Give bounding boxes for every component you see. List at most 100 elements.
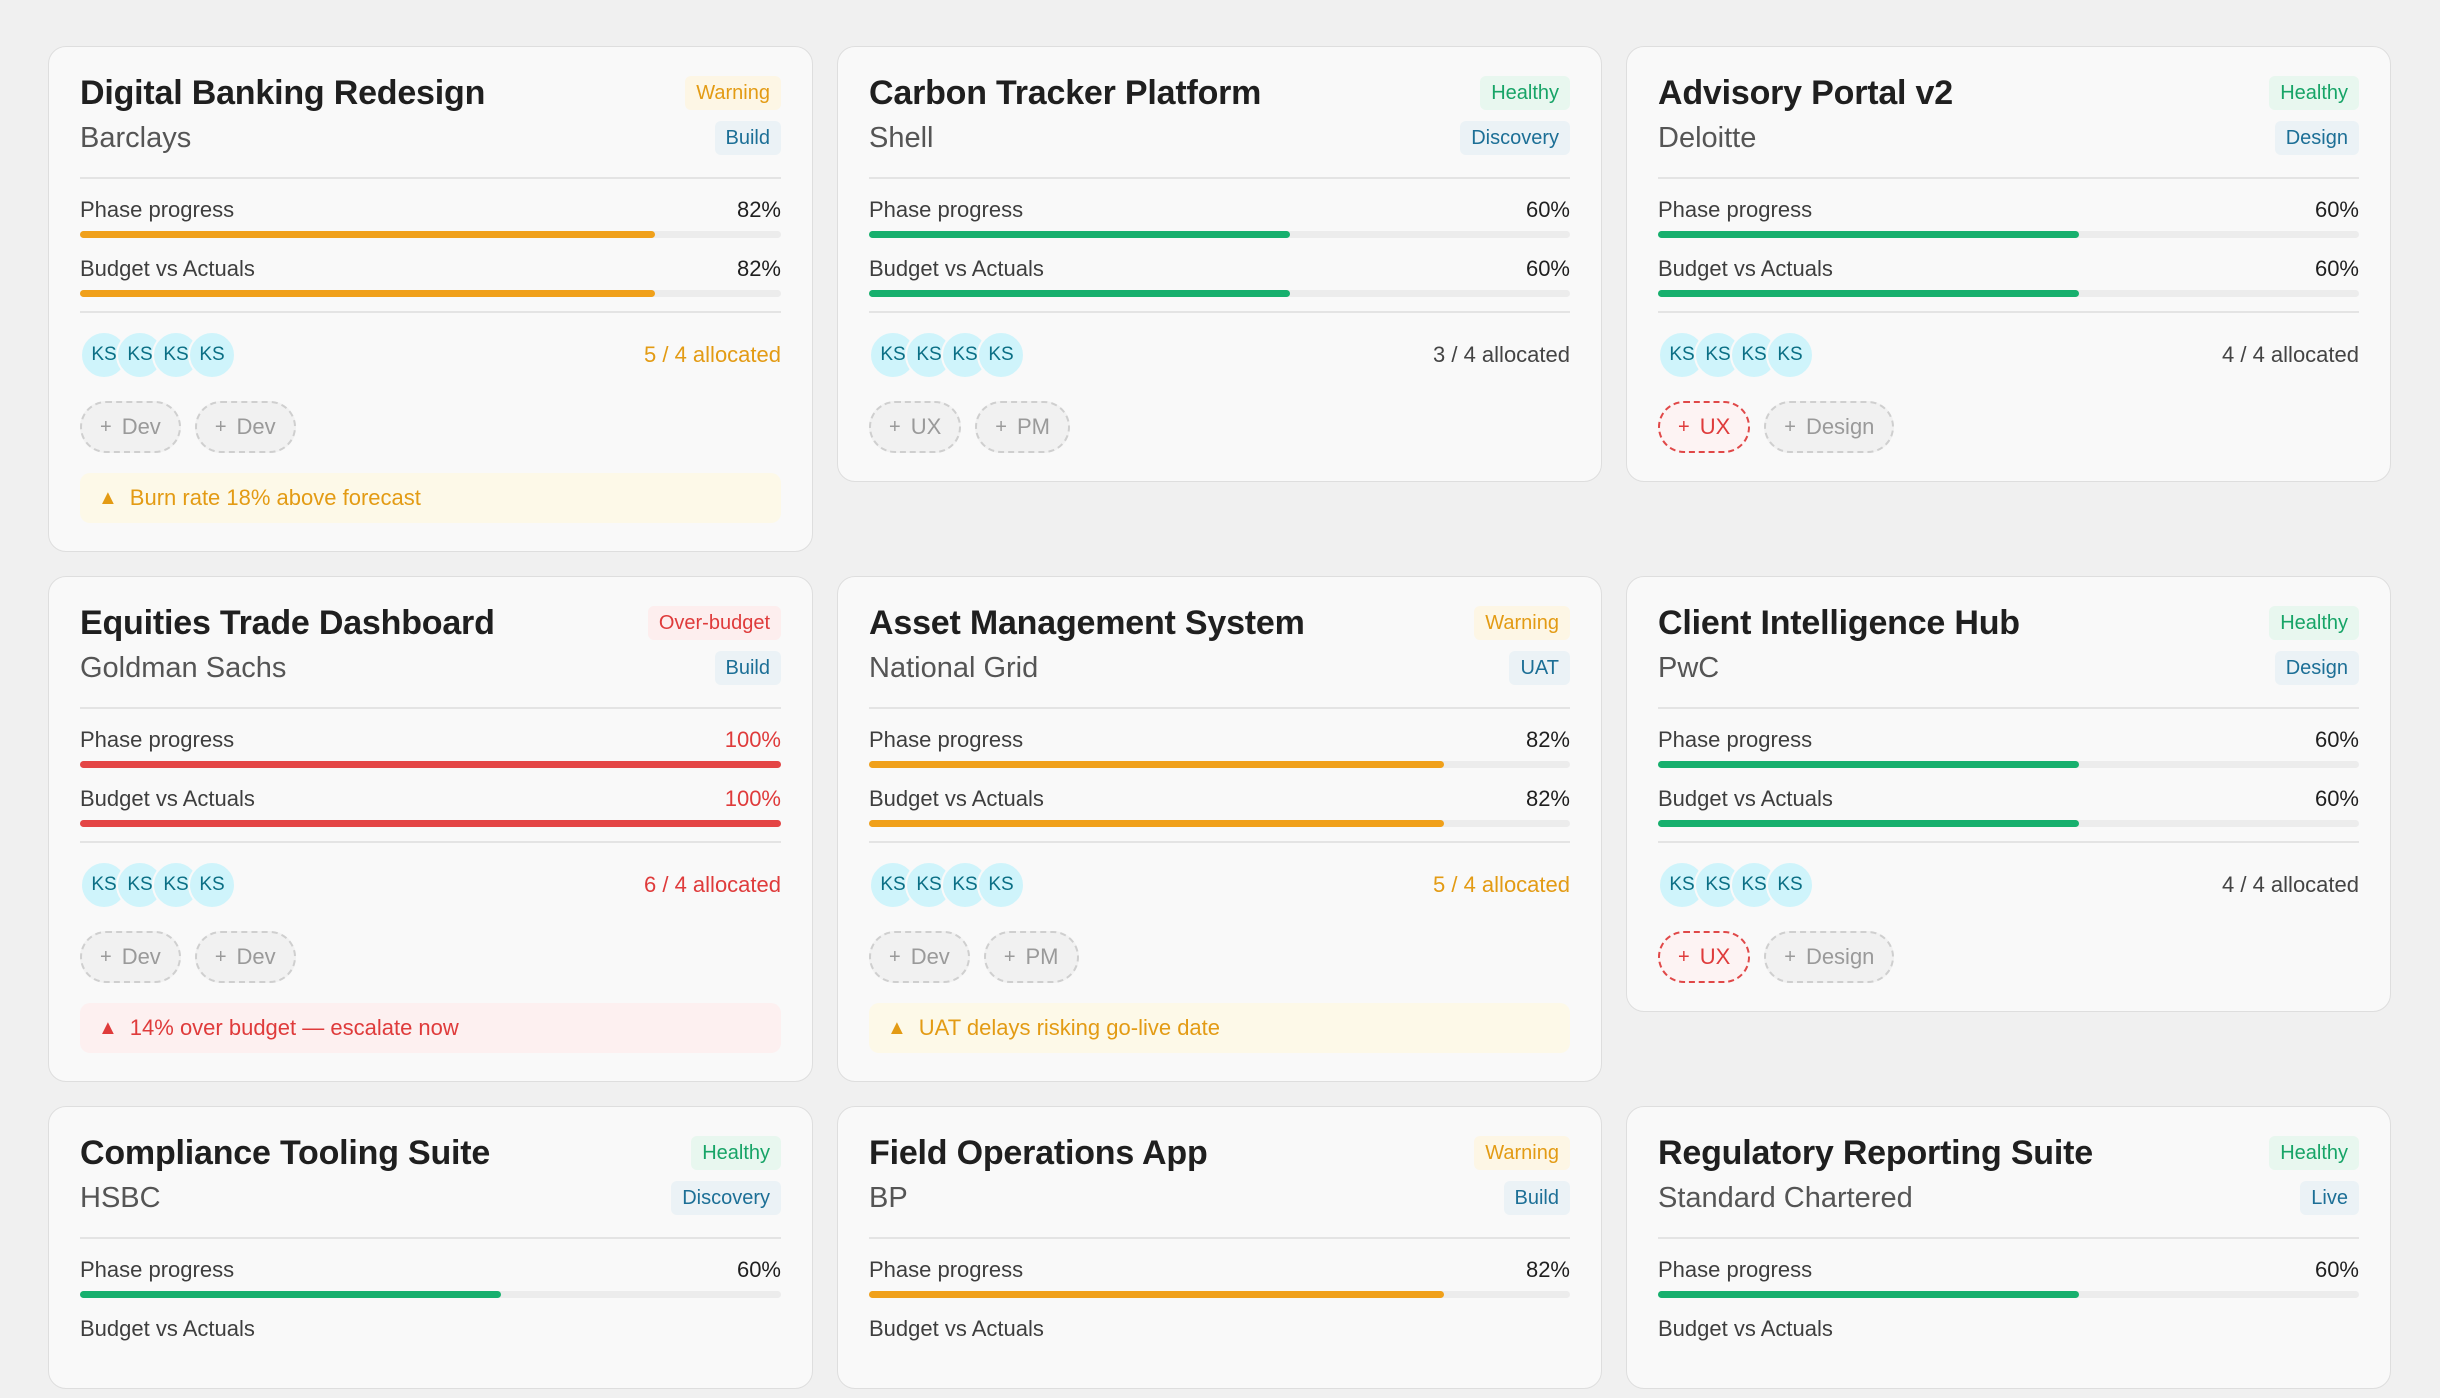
phase-progress-metric: Phase progress 60% bbox=[80, 1253, 781, 1298]
add-role-button[interactable]: + Dev bbox=[869, 931, 970, 983]
add-role-button[interactable]: + PM bbox=[975, 401, 1070, 453]
budget-value: 82% bbox=[736, 256, 781, 281]
open-roles: + UX + Design bbox=[1658, 931, 2359, 983]
plus-icon: + bbox=[1678, 415, 1690, 438]
budget-fill bbox=[869, 820, 1444, 827]
phase-badge: Design bbox=[2274, 121, 2359, 155]
avatar[interactable]: KS bbox=[116, 861, 164, 909]
avatar[interactable]: KS bbox=[1766, 331, 1814, 379]
budget-bar bbox=[1658, 820, 2359, 827]
add-role-button[interactable]: + Dev bbox=[194, 401, 296, 453]
project-title[interactable]: Client Intelligence Hub bbox=[1658, 604, 2020, 642]
budget-value: 60% bbox=[1525, 256, 1570, 281]
metric-label: Phase progress bbox=[1658, 197, 1813, 222]
project-card[interactable]: Asset Management System Warning National G… bbox=[837, 576, 1602, 1082]
open-roles: + UX + Design bbox=[1658, 401, 2359, 453]
project-card[interactable]: Digital Banking Redesign Warning Barclays B… bbox=[48, 46, 813, 552]
phase-badge: Discovery bbox=[671, 1181, 781, 1215]
budget-value: 60% bbox=[2314, 786, 2359, 811]
divider bbox=[80, 177, 781, 179]
metric-label: Budget vs Actuals bbox=[80, 1316, 255, 1341]
client-name: National Grid bbox=[869, 652, 1039, 684]
project-card[interactable]: Carbon Tracker Platform Healthy Shell Disco… bbox=[837, 46, 1602, 482]
role-label: Dev bbox=[121, 944, 161, 969]
plus-icon: + bbox=[889, 945, 901, 968]
avatar[interactable]: KS bbox=[188, 331, 236, 379]
metric-label: Budget vs Actuals bbox=[80, 256, 255, 281]
avatar[interactable]: KS bbox=[1766, 861, 1814, 909]
role-label: Dev bbox=[236, 944, 276, 969]
project-card[interactable]: Client Intelligence Hub Healthy PwC Design P… bbox=[1626, 576, 2391, 1012]
add-role-button[interactable]: + Dev bbox=[194, 931, 296, 983]
avatar[interactable]: KS bbox=[1658, 331, 1706, 379]
avatar[interactable]: KS bbox=[152, 331, 200, 379]
project-title[interactable]: Regulatory Reporting Suite bbox=[1658, 1134, 2093, 1172]
alert-text: UAT delays risking go-live date bbox=[918, 1015, 1221, 1040]
add-role-button[interactable]: + Dev bbox=[80, 931, 181, 983]
plus-icon: + bbox=[889, 415, 901, 438]
add-role-button[interactable]: + PM bbox=[983, 931, 1079, 983]
project-card[interactable]: Regulatory Reporting Suite Healthy Standar… bbox=[1626, 1106, 2391, 1389]
divider bbox=[1658, 841, 2359, 843]
role-label: UX bbox=[1699, 944, 1731, 969]
allocation-count: 5 / 4 allocated bbox=[644, 342, 781, 367]
divider bbox=[1658, 177, 2359, 179]
role-label: Design bbox=[1805, 414, 1875, 439]
plus-icon: + bbox=[214, 945, 227, 968]
phase-progress-fill bbox=[80, 1291, 501, 1298]
budget-fill bbox=[869, 290, 1290, 297]
alert-banner: ▲ UAT delays risking go-live date bbox=[869, 1003, 1570, 1053]
budget-value: 100% bbox=[724, 786, 781, 811]
plus-icon: + bbox=[1784, 415, 1796, 438]
phase-progress-metric: Phase progress 82% bbox=[869, 723, 1570, 768]
project-title[interactable]: Equities Trade Dashboard bbox=[80, 604, 495, 642]
divider bbox=[80, 841, 781, 843]
phase-badge: Build bbox=[714, 121, 781, 155]
project-card[interactable]: Field Operations App Warning BP Build Phase … bbox=[837, 1106, 1602, 1389]
team-avatars: KS KS KS KS bbox=[869, 331, 1025, 379]
divider bbox=[1658, 311, 2359, 313]
divider bbox=[869, 707, 1570, 709]
avatar[interactable]: KS bbox=[977, 861, 1025, 909]
add-role-button[interactable]: + Dev bbox=[80, 401, 181, 453]
add-role-button[interactable]: + UX bbox=[1658, 401, 1751, 453]
budget-fill bbox=[1658, 820, 2079, 827]
phase-badge: Build bbox=[1503, 1181, 1570, 1215]
phase-progress-metric: Phase progress 100% bbox=[80, 723, 781, 768]
metric-label: Budget vs Actuals bbox=[1658, 1316, 1833, 1341]
project-title[interactable]: Field Operations App bbox=[869, 1134, 1208, 1172]
status-badge: Healthy bbox=[2269, 1136, 2359, 1170]
add-role-button[interactable]: + Design bbox=[1764, 931, 1895, 983]
divider bbox=[1658, 707, 2359, 709]
phase-progress-bar bbox=[1658, 1291, 2359, 1298]
warning-triangle-icon: ▲ bbox=[98, 1016, 118, 1039]
phase-progress-bar bbox=[869, 231, 1570, 238]
metric-label: Budget vs Actuals bbox=[1658, 786, 1833, 811]
client-name: Goldman Sachs bbox=[80, 652, 287, 684]
role-label: PM bbox=[1016, 414, 1050, 439]
metric-label: Budget vs Actuals bbox=[869, 1316, 1044, 1341]
divider bbox=[869, 311, 1570, 313]
avatar[interactable]: KS bbox=[977, 331, 1025, 379]
budget-metric: Budget vs Actuals bbox=[80, 1312, 781, 1346]
project-card[interactable]: Compliance Tooling Suite Healthy HSBC Disco… bbox=[48, 1106, 813, 1389]
project-title[interactable]: Carbon Tracker Platform bbox=[869, 74, 1262, 112]
metric-label: Phase progress bbox=[869, 727, 1024, 752]
add-role-button[interactable]: + UX bbox=[869, 401, 962, 453]
project-title[interactable]: Compliance Tooling Suite bbox=[80, 1134, 491, 1172]
project-title[interactable]: Advisory Portal v2 bbox=[1658, 74, 1953, 112]
avatar[interactable]: KS bbox=[905, 861, 953, 909]
add-role-button[interactable]: + UX bbox=[1658, 931, 1751, 983]
allocation-count: 3 / 4 allocated bbox=[1433, 342, 1570, 367]
status-badge: Healthy bbox=[2269, 606, 2359, 640]
project-title[interactable]: Digital Banking Redesign bbox=[80, 74, 486, 112]
project-card[interactable]: Equities Trade Dashboard Over-budget Goldm… bbox=[48, 576, 813, 1082]
team-avatars: KS KS KS KS bbox=[1658, 861, 1814, 909]
avatar[interactable]: KS bbox=[188, 861, 236, 909]
add-role-button[interactable]: + Design bbox=[1764, 401, 1895, 453]
metric-label: Phase progress bbox=[869, 197, 1024, 222]
client-name: Shell bbox=[869, 122, 934, 154]
project-title[interactable]: Asset Management System bbox=[869, 604, 1305, 642]
team-avatars: KS KS KS KS bbox=[1658, 331, 1814, 379]
project-card[interactable]: Advisory Portal v2 Healthy Deloitte Design P… bbox=[1626, 46, 2391, 482]
